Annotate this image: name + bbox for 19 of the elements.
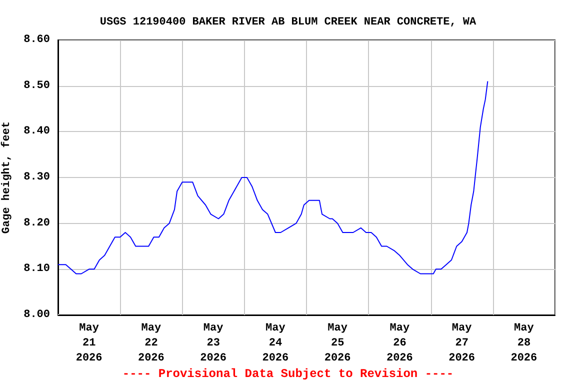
- line-series: [58, 80, 488, 274]
- x-tick-label: May 25 2026: [324, 322, 351, 364]
- chart-title: USGS 12190400 BAKER RIVER AB BLUM CREEK NEAR CONCRETE, WA: [100, 16, 477, 28]
- y-tick-label: 8.10: [24, 263, 50, 276]
- y-tick-label: 8.30: [24, 172, 50, 184]
- x-tick-label: May 23 2026: [200, 322, 227, 364]
- x-tick-label: May 24 2026: [262, 322, 289, 364]
- y-axis-title: Gage height, feet: [0, 121, 14, 234]
- x-tick-label: May 28 2026: [510, 322, 538, 364]
- y-tick-label: 8.40: [24, 126, 50, 138]
- y-tick-label: 8.20: [24, 217, 50, 230]
- text: ---- Provisional Data Subject to Revision ----: [122, 367, 454, 381]
- y-tick-label: 8.50: [24, 80, 50, 92]
- x-tick-label: May 21 2026: [76, 322, 102, 364]
- y-tick-label: 8.00: [24, 309, 50, 321]
- y-tick-label: 8.60: [24, 34, 50, 46]
- x-tick-label: May 27 2026: [448, 322, 476, 364]
- x-tick-label: May 22 2026: [138, 322, 164, 364]
- x-tick-label: May 26 2026: [386, 322, 413, 364]
